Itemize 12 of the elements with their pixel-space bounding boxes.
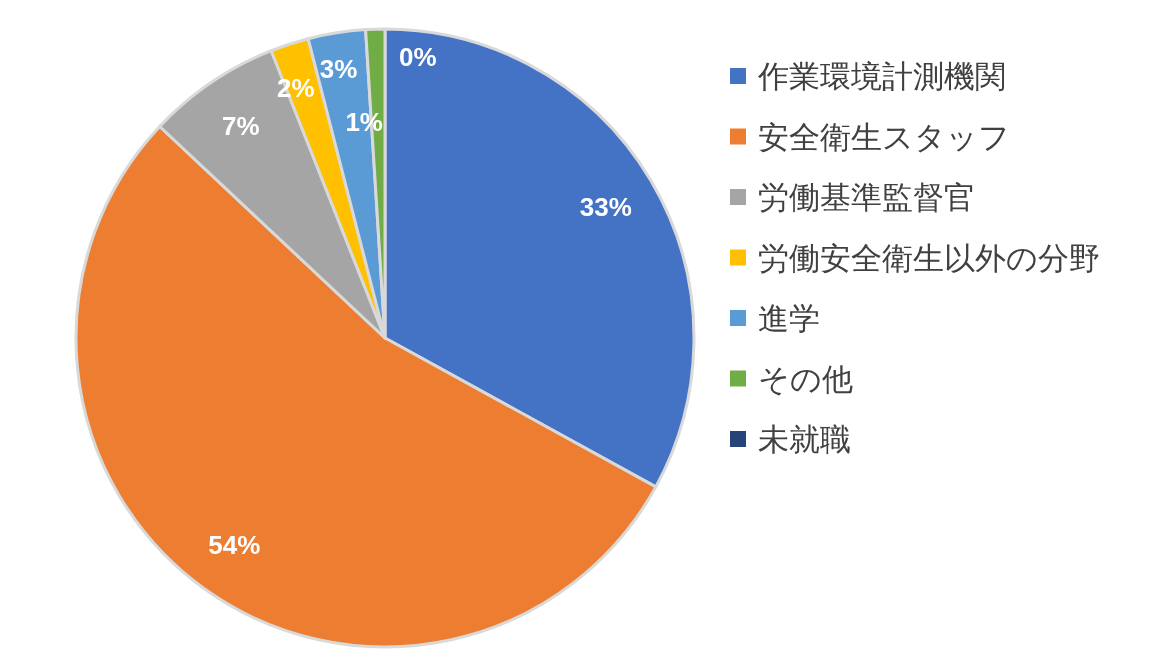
legend-label: 進学: [758, 300, 820, 336]
data-label: 33%: [579, 192, 632, 223]
legend-label: 労働基準監督官: [758, 179, 975, 215]
legend-label: その他: [758, 360, 853, 397]
legend-label: 作業環境計測機関: [757, 58, 1006, 94]
text: 0%: [399, 41, 437, 72]
legend-label: 労働安全衛生以外の分野: [758, 239, 1100, 276]
legend-label: 未就職: [758, 421, 851, 457]
data-label: 3%: [319, 54, 358, 85]
data-label: 7%: [222, 110, 260, 141]
legend-label: 安全衛生スタッフ: [758, 118, 1010, 155]
data-label: 54%: [208, 530, 261, 561]
